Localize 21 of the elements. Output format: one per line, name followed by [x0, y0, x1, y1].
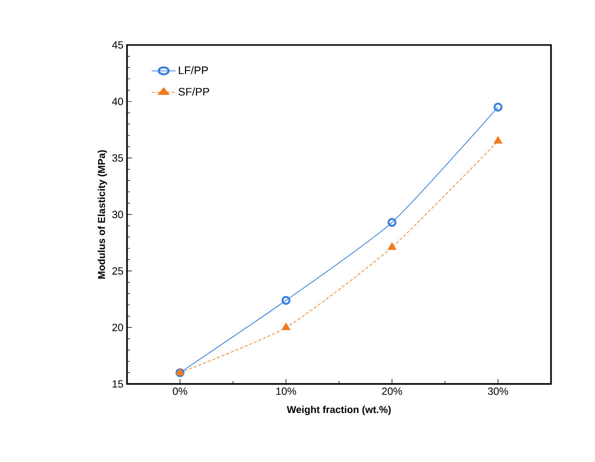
y-tick-label: 30 [112, 210, 124, 218]
point [388, 218, 396, 227]
y-tick-label: 15 [112, 380, 124, 388]
y-tick-label: 35 [112, 154, 124, 162]
point [388, 242, 396, 250]
x-tick-label: 30% [488, 388, 508, 395]
point [494, 136, 502, 144]
x-tick-label: 20% [382, 388, 402, 395]
y-tick-label: 20 [112, 324, 124, 332]
y-tick-label: 40 [112, 98, 124, 106]
legend-label: LF/PP [178, 66, 208, 74]
y-axis-title: Modulus of Elasticity (MPa) [98, 150, 108, 279]
point [282, 296, 290, 305]
y-tick-label: 25 [112, 267, 124, 275]
legend-label: SF/PP [178, 88, 210, 96]
x-tick-label: 0% [172, 388, 188, 395]
x-tick-label: 10% [276, 388, 296, 395]
y-tick-label: 45 [112, 41, 124, 49]
point [494, 102, 502, 112]
x-axis-title: Weight fraction (wt.%) [286, 406, 391, 416]
point [282, 322, 290, 330]
